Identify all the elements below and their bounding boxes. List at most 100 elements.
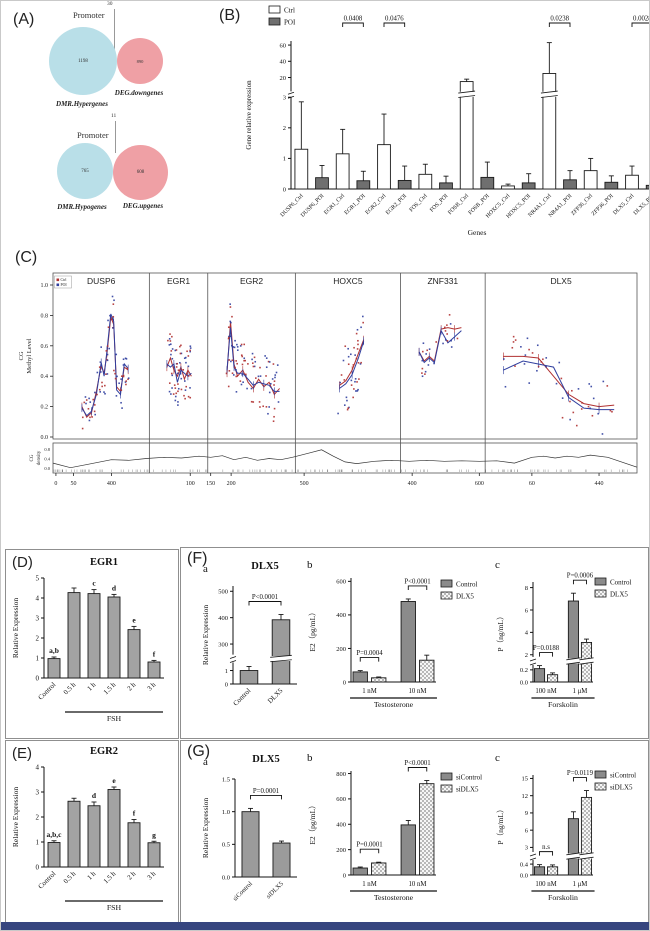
svg-text:0.5 h: 0.5 h	[62, 869, 78, 885]
svg-text:siDLX5: siDLX5	[610, 783, 633, 791]
svg-text:6: 6	[525, 827, 529, 834]
svg-text:EGR2: EGR2	[90, 746, 118, 757]
svg-text:300: 300	[218, 641, 228, 648]
svg-text:3 h: 3 h	[146, 680, 158, 692]
svg-text:100: 100	[186, 481, 195, 487]
svg-text:6: 6	[525, 607, 529, 614]
svg-text:e: e	[132, 615, 136, 624]
svg-text:0.0408: 0.0408	[344, 16, 363, 23]
svg-text:0.0: 0.0	[520, 872, 528, 879]
svg-text:600: 600	[475, 481, 484, 487]
svg-text:1 nM: 1 nM	[362, 688, 377, 695]
panel-c-label: (C)	[15, 249, 38, 266]
venn2-right-label: DEG.upgenes	[122, 202, 164, 210]
svg-text:b: b	[307, 559, 313, 571]
svg-text:Control: Control	[232, 687, 253, 708]
svg-text:0: 0	[343, 679, 346, 686]
svg-text:1: 1	[225, 668, 228, 675]
venn1-right-label: DEG.downgenes	[114, 89, 164, 97]
svg-text:1 h: 1 h	[86, 869, 98, 881]
svg-text:20: 20	[280, 75, 287, 82]
svg-text:Forskolin: Forskolin	[548, 893, 578, 902]
svg-text:4: 4	[36, 594, 40, 602]
svg-text:0: 0	[36, 674, 40, 682]
svg-text:440: 440	[595, 481, 604, 487]
venn2-overlap-line	[115, 121, 116, 153]
svg-text:siControl: siControl	[232, 880, 254, 902]
svg-text:1 μM: 1 μM	[573, 881, 588, 888]
svg-text:a: a	[203, 563, 208, 575]
svg-text:E2（pg/mL）: E2（pg/mL）	[308, 801, 317, 844]
venn1-overlap-count: 30	[107, 1, 113, 7]
svg-text:EGR2_POI: EGR2_POI	[385, 193, 408, 216]
svg-text:0.4: 0.4	[44, 457, 50, 462]
svg-text:ZNF331: ZNF331	[427, 276, 458, 286]
svg-text:0.0028: 0.0028	[633, 16, 650, 23]
svg-text:60: 60	[280, 42, 287, 49]
svg-text:1.5 h: 1.5 h	[102, 680, 118, 696]
svg-text:50: 50	[70, 481, 76, 487]
svg-text:Control: Control	[456, 580, 477, 588]
venn1-header: Promoter	[73, 10, 105, 20]
svg-text:Relative Expression: Relative Expression	[201, 798, 210, 858]
panel-b-label: (B)	[219, 7, 241, 24]
svg-text:1.5: 1.5	[222, 776, 230, 783]
svg-text:0.5: 0.5	[222, 842, 230, 849]
venn2-left-label: DMR.Hypogenes	[57, 203, 107, 211]
svg-text:2 h: 2 h	[126, 680, 138, 692]
svg-text:3: 3	[525, 845, 528, 852]
svg-text:Testosterone: Testosterone	[374, 700, 414, 709]
svg-text:EGR1_POI: EGR1_POI	[344, 193, 367, 216]
svg-text:P（ng/mL）: P（ng/mL）	[496, 805, 505, 844]
svg-text:Relative Expression: Relative Expression	[11, 598, 20, 658]
svg-text:c: c	[495, 752, 500, 764]
svg-text:P=0.0001: P=0.0001	[253, 788, 279, 795]
svg-text:siControl: siControl	[610, 771, 636, 779]
svg-text:CG: CG	[18, 351, 25, 360]
svg-text:15: 15	[522, 776, 529, 783]
svg-text:400: 400	[107, 481, 116, 487]
svg-text:800: 800	[336, 771, 346, 778]
svg-text:600: 600	[336, 579, 346, 586]
svg-text:0.8: 0.8	[44, 447, 50, 452]
venn1-left-count: 1198	[78, 58, 88, 64]
svg-text:10 nM: 10 nM	[409, 881, 427, 888]
svg-text:HOXC5: HOXC5	[333, 276, 363, 286]
svg-text:60: 60	[529, 481, 535, 487]
svg-text:EGR1: EGR1	[167, 276, 190, 286]
svg-text:1 h: 1 h	[86, 680, 98, 692]
svg-text:1 nM: 1 nM	[362, 881, 377, 888]
svg-text:3: 3	[36, 614, 40, 622]
venn1-right-count: 890	[136, 58, 144, 64]
svg-text:1.0: 1.0	[41, 283, 49, 289]
svg-text:1: 1	[36, 838, 40, 846]
svg-text:Genes: Genes	[468, 228, 487, 237]
panel-e-label: (E)	[12, 745, 32, 762]
venn1-right-circle: 890	[117, 38, 163, 84]
svg-text:POI: POI	[284, 18, 296, 26]
svg-text:400: 400	[336, 822, 346, 829]
panel-g-p4-chart: 0.0 0.4 3 6 9 12 15 100 nM 1 μM Forskolin n.s P=0.0…	[491, 745, 643, 924]
svg-text:Relative Expression: Relative Expression	[201, 605, 210, 665]
svg-text:4: 4	[525, 630, 529, 637]
svg-text:400: 400	[336, 612, 346, 619]
svg-text:P=0.0001: P=0.0001	[356, 842, 382, 849]
svg-text:a: a	[203, 756, 208, 768]
svg-text:g: g	[152, 830, 156, 839]
svg-text:Control: Control	[610, 578, 631, 586]
svg-text:0.5 h: 0.5 h	[62, 680, 78, 696]
svg-text:2: 2	[36, 634, 40, 642]
svg-text:1 μM: 1 μM	[573, 688, 588, 695]
svg-text:0.0: 0.0	[44, 466, 50, 471]
svg-text:3: 3	[36, 788, 40, 796]
svg-text:FSH: FSH	[107, 903, 122, 912]
svg-text:DLX5: DLX5	[266, 686, 285, 705]
svg-text:f: f	[153, 649, 156, 658]
svg-text:0.2: 0.2	[41, 405, 49, 411]
svg-text:2 h: 2 h	[126, 869, 138, 881]
svg-text:siControl: siControl	[456, 773, 482, 781]
svg-text:Gene relative expression: Gene relative expression	[245, 80, 253, 150]
svg-text:4: 4	[36, 763, 40, 771]
venn2-left-count: 765	[81, 168, 89, 174]
svg-text:1: 1	[283, 156, 286, 163]
